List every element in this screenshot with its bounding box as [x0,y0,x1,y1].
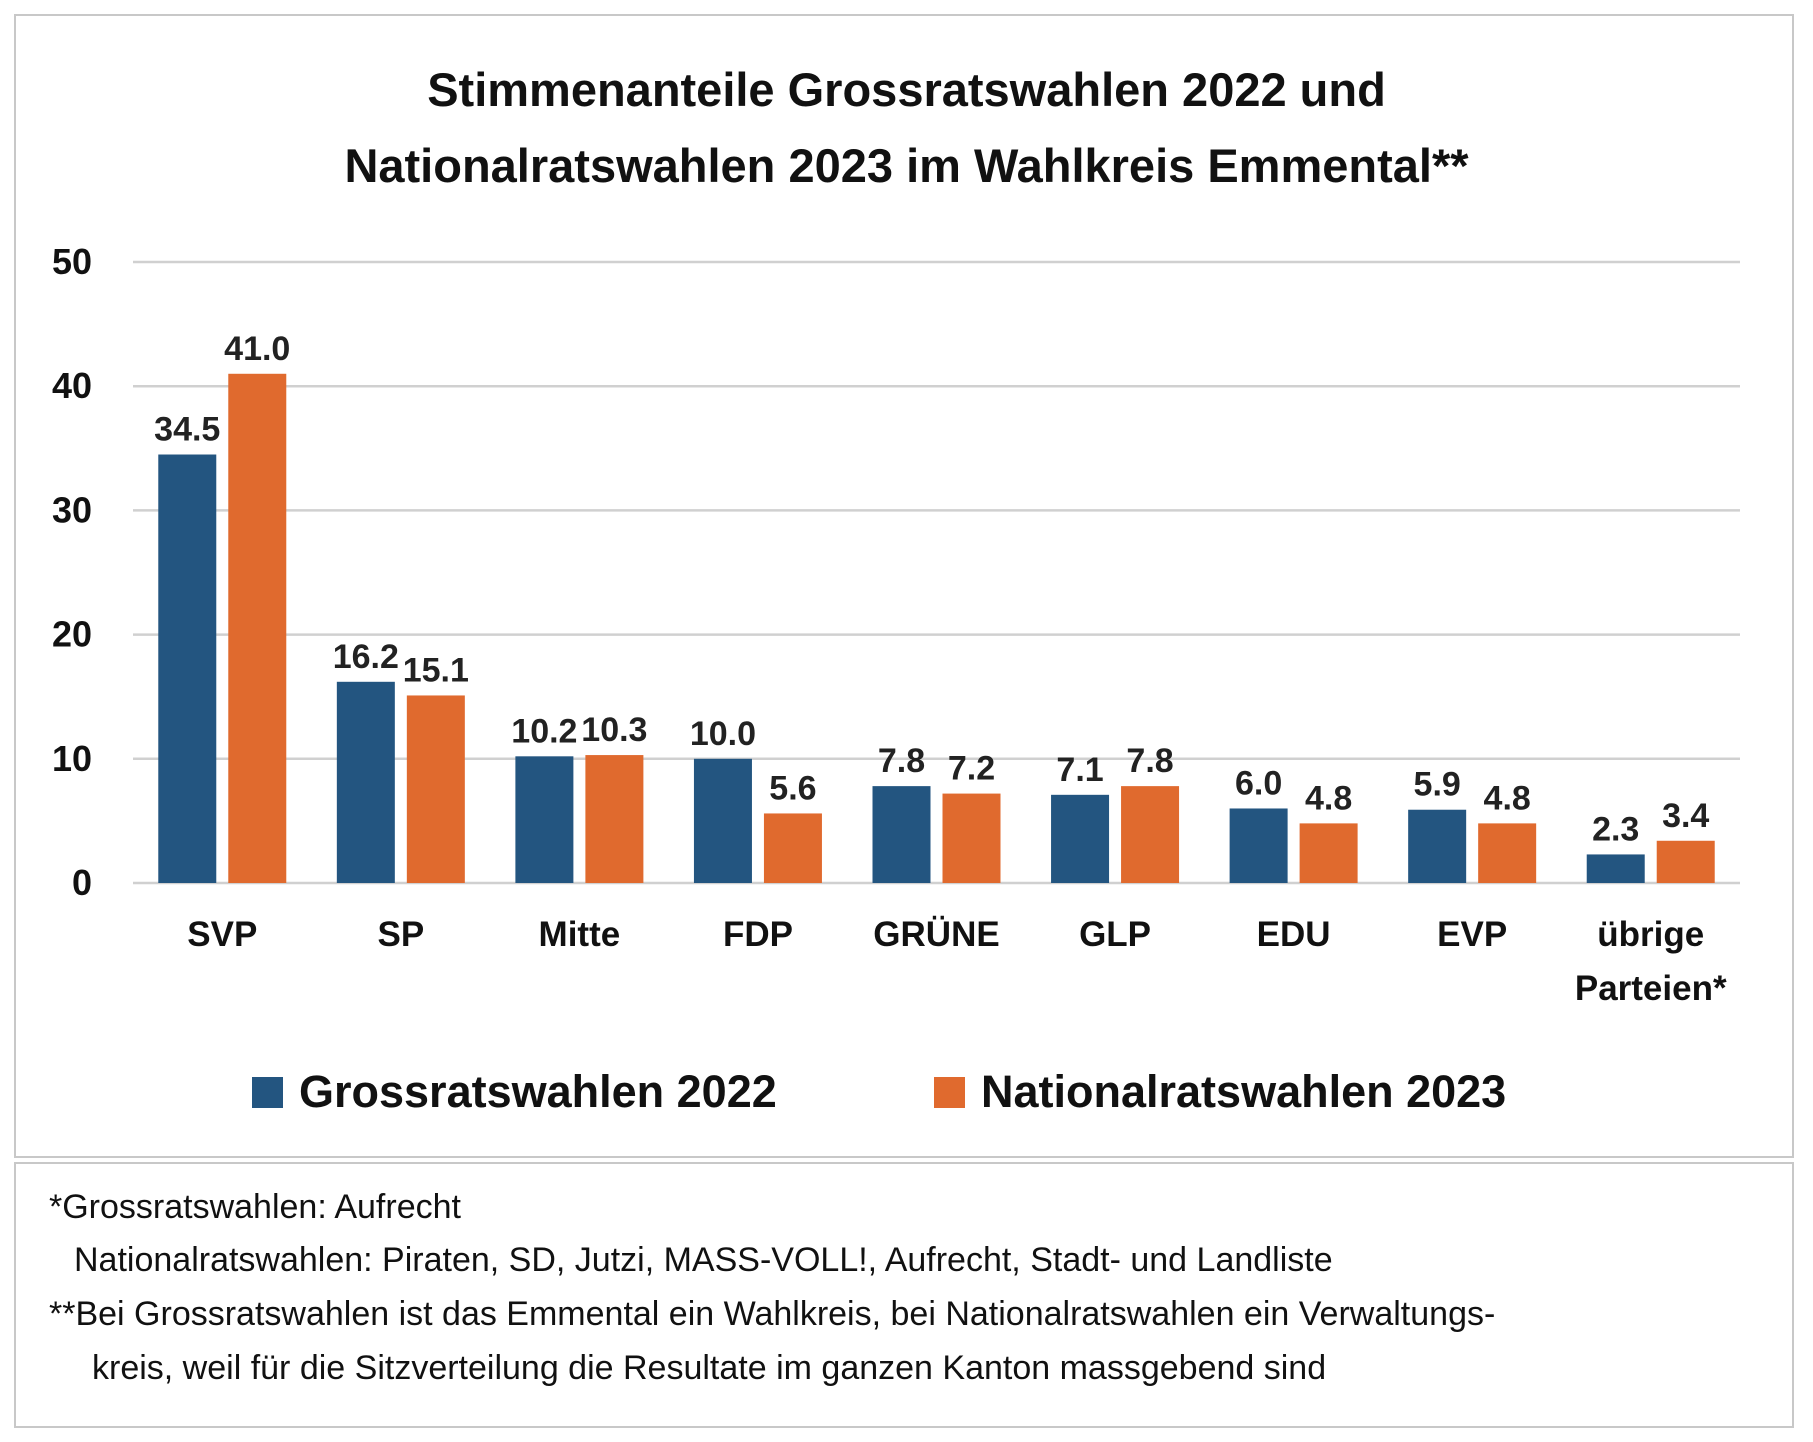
legend-swatch [934,1076,965,1108]
bar-nationalrat [585,755,644,883]
y-tick-label: 30 [52,489,92,530]
bar-grossrat [1586,854,1645,883]
footnote-2: Nationalratswahlen: Piraten, SD, Jutzi, … [74,1241,1333,1279]
y-tick-label: 20 [52,614,92,655]
bar-nationalrat [1656,840,1715,883]
footnote-4: kreis, weil für die Sitzverteilung die R… [92,1349,1327,1387]
y-tick-label: 0 [72,862,92,903]
x-tick-label: EDU [1257,915,1331,954]
y-tick-label: 50 [52,241,92,282]
bar-nationalrat [942,793,1001,883]
y-tick-label: 10 [52,738,92,779]
bar-nationalrat [1478,823,1537,883]
data-label: 6.0 [1235,764,1282,802]
data-label: 7.2 [948,750,995,788]
x-tick-label: Mitte [539,915,621,954]
footnote-3: **Bei Grossratswahlen ist das Emmental e… [49,1295,1496,1333]
data-label: 10.2 [511,712,577,750]
data-label: 2.3 [1592,810,1639,848]
data-label: 4.8 [1305,779,1352,817]
data-label: 34.5 [154,411,220,449]
data-label: 10.0 [690,715,756,753]
bar-nationalrat [1299,823,1358,883]
x-tick-label: EVP [1437,915,1507,954]
bar-grossrat [1408,809,1467,883]
legend-swatch [252,1076,283,1108]
bar-grossrat [158,454,217,883]
data-label: 7.8 [1126,742,1173,780]
x-tick-label: FDP [723,915,793,954]
legend-item-nationalrat: Nationalratswahlen 2023 [934,1066,1506,1118]
legend-label: Grossratswahlen 2022 [299,1066,777,1117]
legend-label: Nationalratswahlen 2023 [981,1066,1507,1117]
data-label: 5.9 [1414,766,1461,804]
data-label: 5.6 [769,769,816,807]
chart-title-line-2: Nationalratswahlen 2023 im Wahlkreis Emm… [344,139,1469,192]
bar-nationalrat [1121,786,1180,883]
x-tick-label: GLP [1079,915,1151,954]
chart-frame [14,14,1794,1158]
y-tick-label: 40 [52,365,92,406]
bar-grossrat [336,681,395,883]
legend-item-grossrat: Grossratswahlen 2022 [252,1066,777,1118]
data-label: 15.1 [403,651,469,689]
data-label: 7.8 [878,742,925,780]
x-tick-label: SVP [187,915,257,954]
chart-title-line-1: Stimmenanteile Grossratswahlen 2022 und [427,63,1386,116]
bar-grossrat [872,786,931,883]
bar-grossrat [1229,808,1288,883]
data-label: 10.3 [581,711,647,749]
x-tick-label: übrige [1597,915,1704,954]
data-label: 41.0 [224,330,290,368]
data-label: 16.2 [333,638,399,676]
bar-nationalrat [406,695,465,883]
data-label: 4.8 [1484,779,1531,817]
bar-grossrat [693,758,752,883]
x-tick-label: GRÜNE [873,915,999,954]
bar-nationalrat [763,813,822,883]
bar-nationalrat [228,373,287,883]
footnote-1: *Grossratswahlen: Aufrecht [49,1188,461,1226]
bar-chart: 0 10 20 30 40 50 34.5 41.0 SVP 16.2 15.1 SP 10.2 10.3… [52,241,1740,1008]
data-label: 7.1 [1056,751,1103,789]
bar-grossrat [1051,794,1110,883]
data-label: 3.4 [1662,797,1709,835]
x-tick-label: SP [377,915,424,954]
bar-grossrat [515,756,574,883]
footnote-frame [14,1162,1794,1428]
x-tick-label: Parteien* [1575,969,1727,1008]
